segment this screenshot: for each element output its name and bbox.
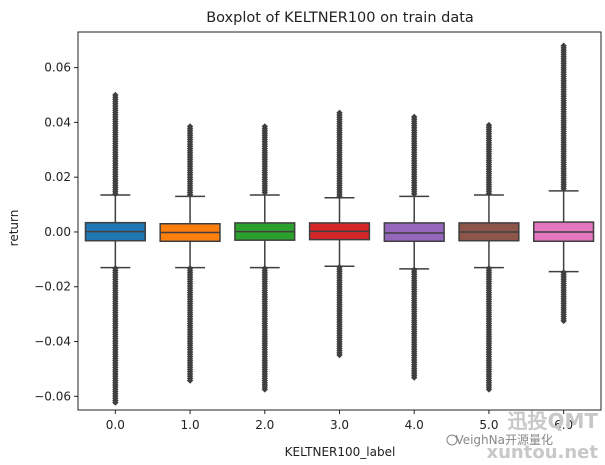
watermark-caption: VeighNa开源量化 bbox=[455, 433, 553, 447]
x-tick-label: 3.0 bbox=[330, 418, 349, 432]
box-4-0 bbox=[383, 113, 445, 381]
x-tick-label: 4.0 bbox=[405, 418, 424, 432]
y-tick-label: 0.06 bbox=[44, 61, 71, 75]
iqr-box bbox=[383, 222, 445, 243]
y-tick-label: −0.06 bbox=[34, 389, 71, 403]
outlier-point bbox=[560, 317, 567, 325]
chart-title: Boxplot of KELTNER100 on train data bbox=[206, 10, 474, 26]
wechat-icon bbox=[446, 434, 458, 446]
x-axis: 0.0 1.0 2.0 3.0 4.0 5.0 6.0 bbox=[106, 410, 573, 432]
outlier-point bbox=[336, 351, 343, 359]
outlier-point bbox=[186, 377, 194, 384]
x-tick-label: 1.0 bbox=[181, 418, 200, 432]
outlier-point bbox=[112, 399, 119, 406]
plot-area bbox=[84, 42, 595, 406]
y-axis: −0.06 −0.04 −0.02 0.00 0.02 0.04 0.06 bbox=[34, 61, 78, 403]
outlier-point bbox=[411, 190, 418, 198]
outlier-point bbox=[261, 189, 268, 196]
y-tick-label: 0.04 bbox=[44, 115, 71, 129]
y-tick-label: 0.00 bbox=[44, 225, 71, 239]
x-axis-label: KELTNER100_label bbox=[285, 445, 396, 459]
box-1-0 bbox=[159, 123, 221, 384]
watermark: 迅投QMT VeighNa开源量化 xuntou.net bbox=[446, 409, 599, 463]
box-5-0 bbox=[458, 121, 520, 393]
x-tick-label: 5.0 bbox=[479, 418, 498, 432]
y-axis-label: return bbox=[7, 210, 21, 247]
box-3-0 bbox=[308, 109, 371, 359]
outlier-point bbox=[560, 185, 567, 192]
y-tick-label: 0.02 bbox=[44, 170, 71, 184]
box-6-0 bbox=[533, 42, 595, 325]
box-0-0 bbox=[84, 91, 146, 406]
x-tick-label: 2.0 bbox=[255, 418, 274, 432]
x-tick-label: 6.0 bbox=[554, 418, 573, 432]
y-tick-label: −0.02 bbox=[34, 280, 71, 294]
watermark-brand: 迅投QMT bbox=[507, 409, 598, 433]
outlier-point bbox=[411, 374, 418, 381]
x-tick-label: 0.0 bbox=[106, 418, 125, 432]
y-tick-label: −0.04 bbox=[34, 335, 71, 349]
box-2-0 bbox=[234, 123, 296, 393]
outlier-point bbox=[261, 386, 268, 393]
watermark-url: xuntou.net bbox=[487, 442, 599, 463]
outlier-point bbox=[485, 386, 493, 393]
outlier-point bbox=[112, 190, 119, 198]
